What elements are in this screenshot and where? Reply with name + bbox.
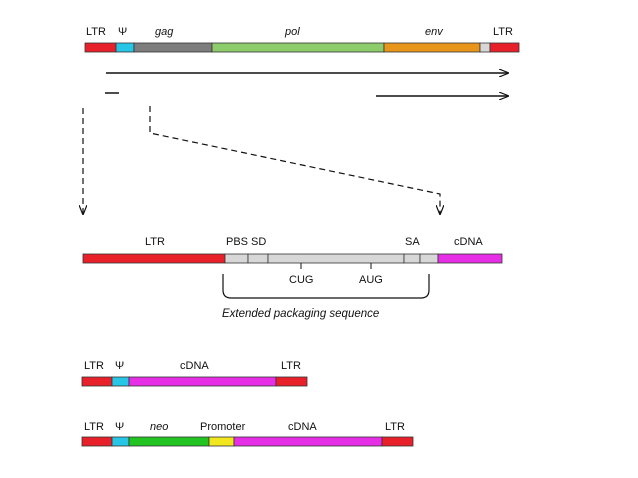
provirus-ltr-left-label: LTR bbox=[86, 26, 106, 38]
detail-sa-label: SA bbox=[405, 236, 420, 248]
provirus-pol-segment bbox=[211, 42, 385, 53]
provirus-gag-label: gag bbox=[155, 26, 174, 38]
vector1-ltr-right-segment bbox=[275, 376, 308, 387]
provirus-pol-label: pol bbox=[284, 26, 300, 38]
expansion-dashed-right bbox=[149, 106, 440, 214]
extended-packaging-caption: Extended packaging sequence bbox=[222, 308, 379, 320]
detail-ltr-segment bbox=[82, 253, 226, 264]
vector2-ltr-left-label: LTR bbox=[84, 421, 104, 433]
vector1-psi-label: Ψ bbox=[115, 360, 124, 372]
vector1-cdna-segment bbox=[128, 376, 277, 387]
detail-leader-segment bbox=[267, 253, 405, 264]
detail-pbs-label: PBS bbox=[226, 236, 248, 248]
provirus-spacer-segment bbox=[479, 42, 491, 53]
vector1-ltr-left-segment bbox=[81, 376, 113, 387]
detail-sd-segment bbox=[247, 253, 269, 264]
vector2-ltr-left-segment bbox=[81, 436, 113, 447]
vector1-ltr-left-label: LTR bbox=[84, 360, 104, 372]
provirus-ltr-right-label: LTR bbox=[493, 26, 513, 38]
provirus-ltr-right-segment bbox=[489, 42, 520, 53]
vector-construct-1: LTR Ψ cDNA LTR bbox=[81, 360, 308, 387]
detail-pbs-segment bbox=[224, 253, 249, 264]
provirus-ltr-left-segment bbox=[84, 42, 117, 53]
provirus-psi-label: Ψ bbox=[118, 26, 127, 38]
detail-ltr-label: LTR bbox=[145, 236, 165, 248]
vector2-cdna-segment bbox=[233, 436, 383, 447]
vector2-promoter-label: Promoter bbox=[200, 421, 246, 433]
provirus-env-label: env bbox=[425, 26, 444, 38]
vector2-ltr-right-segment bbox=[381, 436, 414, 447]
detail-grey-end-segment bbox=[419, 253, 439, 264]
detail-sa-segment bbox=[403, 253, 421, 264]
expansion-lines bbox=[83, 106, 440, 214]
cug-label: CUG bbox=[289, 274, 313, 286]
vector1-cdna-label: cDNA bbox=[180, 360, 209, 372]
aug-label: AUG bbox=[359, 274, 383, 286]
vector2-psi-label: Ψ bbox=[115, 421, 124, 433]
packaging-sequence-bracket bbox=[222, 274, 430, 299]
vector2-neo-segment bbox=[128, 436, 210, 447]
vector2-promoter-segment bbox=[208, 436, 235, 447]
vector2-cdna-label: cDNA bbox=[288, 421, 317, 433]
packaging-region-detail: LTR PBS SD SA cDNA CUG AUG Extended pack… bbox=[82, 236, 503, 320]
detail-cdna-label: cDNA bbox=[454, 236, 483, 248]
vector1-ltr-right-label: LTR bbox=[281, 360, 301, 372]
vector1-psi-segment bbox=[111, 376, 130, 387]
provirus-map: LTR Ψ gag pol env LTR bbox=[84, 26, 520, 96]
vector2-neo-label: neo bbox=[150, 421, 168, 433]
detail-sd-label: SD bbox=[251, 236, 266, 248]
provirus-psi-segment bbox=[115, 42, 135, 53]
detail-cdna-segment bbox=[437, 253, 503, 264]
provirus-env-segment bbox=[383, 42, 481, 53]
vector2-psi-segment bbox=[111, 436, 130, 447]
vector-construct-2: LTR Ψ neo Promoter cDNA LTR bbox=[81, 421, 414, 447]
vector2-ltr-right-label: LTR bbox=[385, 421, 405, 433]
provirus-gag-segment bbox=[133, 42, 213, 53]
